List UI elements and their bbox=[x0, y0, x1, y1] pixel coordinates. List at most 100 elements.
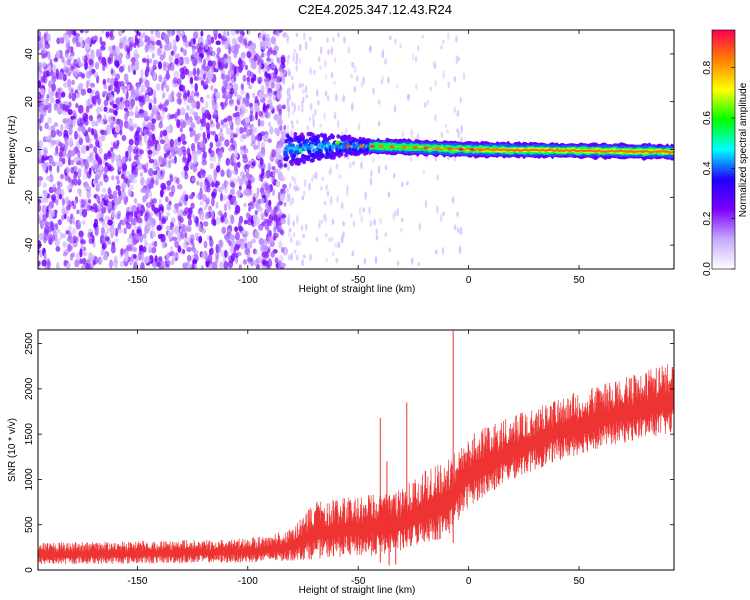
x-tick-label: -50 bbox=[351, 576, 366, 587]
spectrogram-noise-cell bbox=[113, 77, 119, 87]
spectrogram-carrier-cell bbox=[366, 146, 371, 152]
spectrogram-streak-cell bbox=[291, 124, 294, 129]
spectrogram-noise-cell bbox=[177, 98, 182, 106]
spectrogram-noise-cell bbox=[129, 41, 133, 52]
spectrogram-streak-cell bbox=[417, 45, 420, 51]
spectrogram-noise-cell bbox=[62, 241, 68, 248]
spectrogram-streak-cell bbox=[286, 88, 290, 97]
spectrogram-noise-cell bbox=[124, 88, 128, 94]
spectrogram-streak-cell bbox=[422, 169, 426, 175]
spectrogram-streak-cell bbox=[462, 72, 466, 81]
spectrogram-noise-cell bbox=[110, 245, 116, 254]
spectrogram-streak-cell bbox=[288, 182, 292, 189]
spectrogram-noise-cell bbox=[79, 117, 86, 125]
spectrogram-noise-cell bbox=[274, 257, 279, 264]
spectrogram-noise-cell bbox=[101, 41, 106, 47]
spectrogram-streak-cell bbox=[329, 196, 333, 205]
spectrogram-noise-cell bbox=[259, 244, 264, 252]
spectrogram-noise-cell bbox=[118, 30, 123, 37]
spectrogram-streak-cell bbox=[396, 208, 400, 217]
spectrogram-noise-cell bbox=[80, 88, 87, 96]
spectrogram-noise-cell bbox=[236, 116, 241, 126]
spectrogram-noise-cell bbox=[150, 211, 153, 218]
spectrogram-noise-cell bbox=[48, 159, 54, 165]
spectrogram-noise-cell bbox=[266, 57, 271, 62]
spectrogram-noise-cell bbox=[120, 174, 125, 180]
spectrogram-noise-cell bbox=[119, 42, 124, 50]
y-tick-label: 1000 bbox=[24, 468, 35, 491]
spectrogram-noise-cell bbox=[170, 245, 173, 251]
spectrogram-noise-cell bbox=[81, 124, 85, 134]
spectrogram-noise-cell bbox=[180, 47, 184, 53]
spectrogram-noise-cell bbox=[70, 150, 76, 157]
spectrogram-noise-cell bbox=[279, 114, 282, 120]
spectrogram-streak-cell bbox=[416, 133, 420, 141]
spectrogram-noise-cell bbox=[136, 235, 142, 241]
spectrogram-streak-cell bbox=[289, 201, 293, 207]
spectrogram-noise-cell bbox=[151, 108, 155, 118]
spectrogram-noise-cell bbox=[267, 40, 272, 49]
spectrogram-noise-cell bbox=[120, 181, 126, 191]
y-tick-label: 20 bbox=[24, 96, 35, 108]
spectrogram-noise-cell bbox=[62, 252, 68, 257]
spectrogram-noise-cell bbox=[204, 43, 209, 50]
spectrogram-noise-cell bbox=[72, 227, 77, 236]
spectrogram-noise-cell bbox=[107, 92, 112, 99]
spectrogram-noise-cell bbox=[222, 77, 226, 86]
spectrogram-noise-cell bbox=[155, 162, 160, 170]
spectrogram-noise-cell bbox=[176, 177, 180, 185]
spectrogram-noise-cell bbox=[243, 148, 249, 154]
spectrogram-streak-cell bbox=[434, 79, 438, 87]
spectrogram-noise-cell bbox=[277, 159, 283, 168]
spectrogram-noise-cell bbox=[234, 226, 239, 233]
spectrogram-noise-cell bbox=[81, 264, 87, 269]
spectrogram-noise-cell bbox=[136, 126, 141, 135]
spectrogram-noise-cell bbox=[53, 103, 58, 111]
spectrogram-noise-cell bbox=[103, 114, 107, 121]
spectrogram-carrier-cell bbox=[338, 148, 343, 153]
spectrogram-noise-cell bbox=[206, 186, 211, 193]
spectrogram-streak-cell bbox=[439, 214, 443, 223]
spectrogram-noise-cell bbox=[81, 251, 88, 257]
x-tick-label: 0 bbox=[466, 275, 472, 286]
spectrogram-noise-cell bbox=[99, 256, 103, 265]
spectrogram-noise-cell bbox=[252, 196, 256, 203]
spectrogram-noise-cell bbox=[240, 51, 246, 59]
spectrogram-noise-cell bbox=[132, 123, 138, 129]
spectrogram-streak-cell bbox=[331, 218, 335, 225]
spectrogram-noise-cell bbox=[210, 131, 216, 136]
spectrogram-noise-cell bbox=[134, 132, 139, 141]
spectrogram-noise-cell bbox=[179, 209, 183, 215]
spectrogram-noise-cell bbox=[171, 236, 178, 242]
spectrogram-noise-cell bbox=[73, 31, 77, 37]
spectrogram-noise-cell bbox=[229, 188, 235, 196]
spectrogram-noise-cell bbox=[267, 87, 273, 94]
spectrogram-noise-cell bbox=[144, 70, 149, 78]
spectrogram-carrier-cell bbox=[336, 134, 341, 139]
y-tick-label: 0 bbox=[24, 567, 35, 573]
spectrogram-noise-cell bbox=[100, 105, 103, 112]
spectrogram-noise-cell bbox=[125, 170, 131, 179]
spectrogram-noise-cell bbox=[140, 176, 145, 186]
spectrogram-noise-cell bbox=[75, 92, 79, 98]
spectrogram-noise-cell bbox=[78, 168, 82, 174]
spectrogram-noise-cell bbox=[87, 127, 92, 133]
spectrogram-noise-cell bbox=[140, 84, 146, 93]
spectrogram-heatmap bbox=[38, 30, 674, 269]
spectrogram-noise-cell bbox=[216, 47, 221, 55]
spectrogram-noise-cell bbox=[228, 147, 233, 152]
spectrogram-noise-cell bbox=[172, 44, 177, 53]
spectrogram-noise-cell bbox=[119, 123, 123, 131]
spectrogram-streak-cell bbox=[330, 46, 334, 56]
spectrogram-noise-cell bbox=[93, 160, 98, 165]
spectrogram-noise-cell bbox=[157, 61, 163, 70]
spectrogram-streak-cell bbox=[320, 185, 323, 191]
spectrogram-noise-cell bbox=[103, 252, 108, 257]
spectrogram-noise-cell bbox=[211, 181, 215, 188]
spectrogram-noise-cell bbox=[111, 209, 115, 218]
spectrogram-noise-cell bbox=[176, 92, 182, 99]
snr-frame bbox=[37, 329, 675, 571]
spectrogram-noise-cell bbox=[60, 173, 64, 180]
spectrogram-noise-cell bbox=[112, 103, 118, 109]
spectrogram-noise-cell bbox=[277, 57, 281, 66]
